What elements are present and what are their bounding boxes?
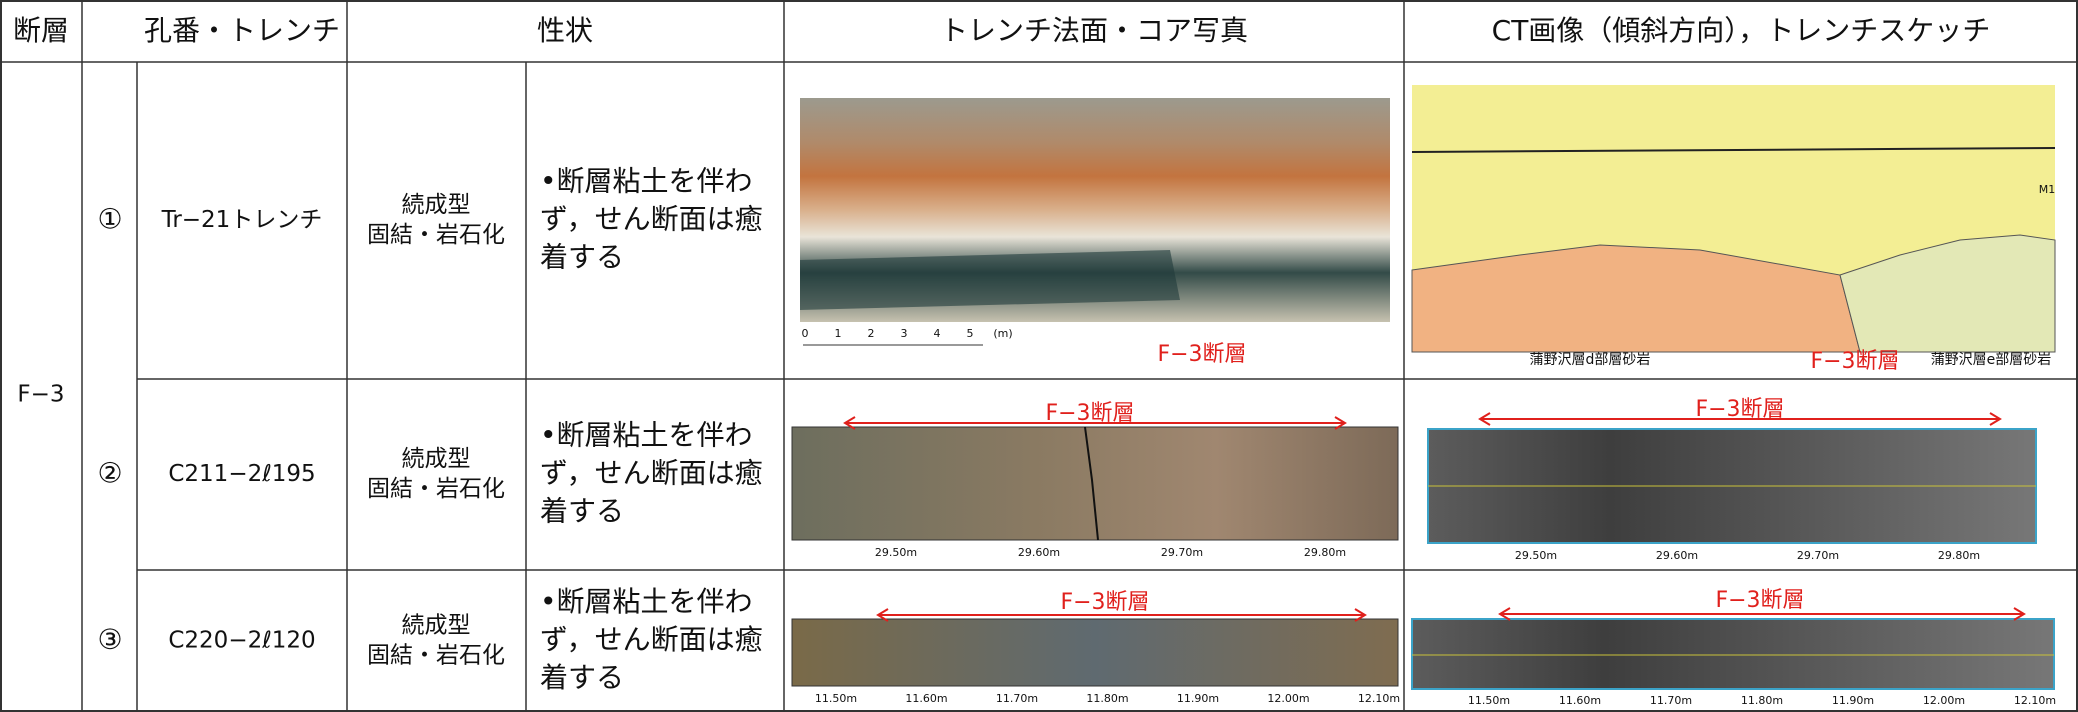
scale-label: 29.60m [1018, 546, 1060, 559]
scale-label: 4 [934, 327, 941, 340]
description: ず，せん断面は癒 [540, 457, 763, 490]
sketch-label: 蒲野沢層d部層砂岩 [1530, 352, 1651, 368]
core-fracture [1084, 426, 1099, 541]
row-number: ② [97, 457, 122, 490]
sketch-label: F−3断層 [1810, 349, 1899, 374]
scale-label: 29.80m [1938, 549, 1980, 562]
borehole-name: Tr−21トレンチ [161, 207, 323, 233]
scale-label: 3 [901, 327, 908, 340]
fault-name: F−3 [17, 382, 64, 408]
fault-arrows [843, 412, 2026, 622]
core-photo [791, 618, 1399, 687]
scale-label: 12.00m [1923, 694, 1965, 707]
scale-label: 2 [868, 327, 875, 340]
row-number: ③ [97, 623, 122, 656]
description: ず，せん断面は癒 [540, 623, 763, 656]
fault-label: F−3断層 [1060, 590, 1149, 615]
fault-label: F−3断層 [1715, 588, 1804, 613]
scale-label: 11.80m [1086, 692, 1128, 705]
description: 着する [540, 241, 624, 274]
trench-photo-shadow [800, 250, 1180, 310]
scale-label: 29.60m [1656, 549, 1698, 562]
header-cell: 断層 [13, 14, 69, 47]
description: •断層粘土を伴わ [540, 585, 753, 618]
sketch-line [1411, 147, 2056, 153]
scale-label: 29.80m [1304, 546, 1346, 559]
property-type: 続成型 [402, 192, 471, 218]
description: •断層粘土を伴わ [540, 165, 753, 198]
scale-label: 11.50m [1468, 694, 1510, 707]
row-number: ① [97, 203, 122, 236]
scale-label: 5 [967, 327, 974, 340]
header-cell: トレンチ法面・コア写真 [940, 14, 1248, 47]
property-type: 続成型 [402, 613, 471, 639]
scale-label: 11.60m [1559, 694, 1601, 707]
fault-label: F−3断層 [1157, 342, 1246, 367]
scale-label: 12.10m [1358, 692, 1400, 705]
scale-label: 11.90m [1177, 692, 1219, 705]
description: 着する [540, 495, 624, 528]
scale-label: 12.00m [1267, 692, 1309, 705]
header-cell: 孔番・トレンチ [144, 14, 340, 47]
scale-label: 29.50m [875, 546, 917, 559]
property-type: 続成型 [402, 446, 471, 472]
header-cell: 性状 [537, 14, 593, 47]
borehole-name: C211−2ℓ195 [168, 461, 315, 487]
description: ず，せん断面は癒 [540, 203, 763, 236]
scale-label: 29.50m [1515, 549, 1557, 562]
scale-label: 11.80m [1741, 694, 1783, 707]
description: 着する [540, 661, 624, 694]
scale-label: 11.90m [1832, 694, 1874, 707]
sketch-label: 蒲野沢層e部層砂岩 [1931, 352, 2052, 368]
scale-label: 29.70m [1161, 546, 1203, 559]
core-photo [791, 426, 1399, 541]
photos [791, 85, 2056, 690]
texts: 断層 孔番・トレンチ 性状 トレンチ法面・コア写真 CT画像（傾斜方向），トレンチスケッ… [13, 14, 2056, 707]
description: •断層粘土を伴わ [540, 419, 753, 452]
scale-label: 11.70m [996, 692, 1038, 705]
header-cell: CT画像（傾斜方向），トレンチスケッチ [1492, 14, 1991, 47]
ct-image [1411, 618, 2055, 690]
scale-label: 11.60m [905, 692, 947, 705]
borehole-name: C220−2ℓ120 [168, 628, 315, 654]
property-type: 固結・岩石化 [367, 643, 505, 669]
property-type: 固結・岩石化 [367, 222, 505, 248]
property-type: 固結・岩石化 [367, 476, 505, 502]
scale-label: 12.10m [2014, 694, 2056, 707]
scale-label: 11.50m [815, 692, 857, 705]
scale-label: (m) [993, 327, 1012, 340]
sketch-e-unit [1839, 234, 2056, 353]
fault-label: F−3断層 [1695, 397, 1784, 422]
scale-label: 29.70m [1797, 549, 1839, 562]
scale-label: 11.70m [1650, 694, 1692, 707]
scale-label: 0 [802, 327, 809, 340]
scale-label: 1 [835, 327, 842, 340]
fault-label: F−3断層 [1045, 401, 1134, 426]
sketch-label: M1 [2039, 183, 2056, 196]
sketch-d-unit [1411, 244, 1861, 353]
